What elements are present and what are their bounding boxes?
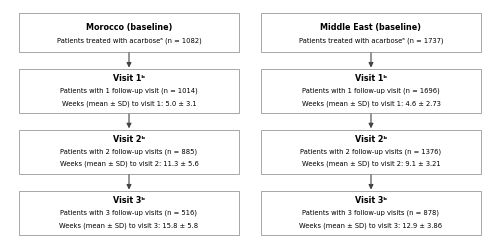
Text: Patients with 3 follow-up visits (n = 878): Patients with 3 follow-up visits (n = 87…: [302, 209, 440, 215]
Text: Morocco (baseline): Morocco (baseline): [86, 23, 172, 32]
FancyBboxPatch shape: [19, 14, 239, 52]
Text: Visit 3ᵇ: Visit 3ᵇ: [355, 196, 387, 204]
FancyBboxPatch shape: [19, 130, 239, 174]
Text: Patients with 2 follow-up visits (n = 885): Patients with 2 follow-up visits (n = 88…: [60, 148, 198, 154]
Text: Visit 2ᵇ: Visit 2ᵇ: [113, 134, 145, 143]
Text: Visit 1ᵇ: Visit 1ᵇ: [355, 74, 387, 83]
Text: Patients treated with acarboseᵃ (n = 1082): Patients treated with acarboseᵃ (n = 108…: [56, 37, 202, 44]
Text: Weeks (mean ± SD) to visit 3: 12.9 ± 3.86: Weeks (mean ± SD) to visit 3: 12.9 ± 3.8…: [300, 221, 442, 228]
Text: Weeks (mean ± SD) to visit 3: 15.8 ± 5.8: Weeks (mean ± SD) to visit 3: 15.8 ± 5.8: [60, 221, 198, 228]
Text: Visit 3ᵇ: Visit 3ᵇ: [113, 196, 145, 204]
Text: Weeks (mean ± SD) to visit 1: 4.6 ± 2.73: Weeks (mean ± SD) to visit 1: 4.6 ± 2.73: [302, 100, 440, 106]
FancyBboxPatch shape: [19, 70, 239, 114]
Text: Weeks (mean ± SD) to visit 2: 11.3 ± 5.6: Weeks (mean ± SD) to visit 2: 11.3 ± 5.6: [60, 160, 198, 167]
Text: Visit 1ᵇ: Visit 1ᵇ: [113, 74, 145, 83]
Text: Patients with 2 follow-up visits (n = 1376): Patients with 2 follow-up visits (n = 13…: [300, 148, 442, 154]
FancyBboxPatch shape: [19, 191, 239, 235]
Text: Patients with 1 follow-up visit (n = 1696): Patients with 1 follow-up visit (n = 169…: [302, 87, 440, 94]
Text: Weeks (mean ± SD) to visit 1: 5.0 ± 3.1: Weeks (mean ± SD) to visit 1: 5.0 ± 3.1: [62, 100, 196, 106]
Text: Middle East (baseline): Middle East (baseline): [320, 23, 422, 32]
Text: Patients with 1 follow-up visit (n = 1014): Patients with 1 follow-up visit (n = 101…: [60, 87, 198, 94]
Text: Patients with 3 follow-up visits (n = 516): Patients with 3 follow-up visits (n = 51…: [60, 209, 198, 215]
FancyBboxPatch shape: [261, 191, 481, 235]
Text: Visit 2ᵇ: Visit 2ᵇ: [355, 134, 387, 143]
Text: Weeks (mean ± SD) to visit 2: 9.1 ± 3.21: Weeks (mean ± SD) to visit 2: 9.1 ± 3.21: [302, 160, 440, 167]
FancyBboxPatch shape: [261, 70, 481, 114]
FancyBboxPatch shape: [261, 130, 481, 174]
Text: Patients treated with acarboseᵃ (n = 1737): Patients treated with acarboseᵃ (n = 173…: [299, 37, 444, 44]
FancyBboxPatch shape: [261, 14, 481, 52]
